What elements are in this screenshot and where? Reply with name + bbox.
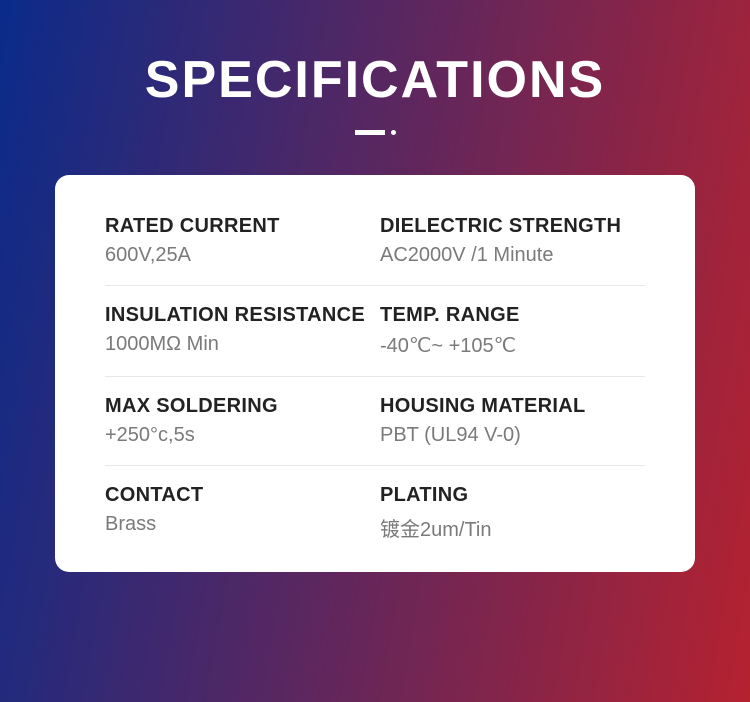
spec-value: PBT (UL94 V-0) bbox=[380, 424, 645, 447]
spec-card: RATED CURRENT 600V,25A DIELECTRIC STRENG… bbox=[55, 175, 695, 572]
spec-label: RATED CURRENT bbox=[105, 215, 370, 238]
title-divider bbox=[355, 130, 396, 135]
spec-label: DIELECTRIC STRENGTH bbox=[380, 215, 645, 238]
spec-cell: PLATING 镀金2um/Tin bbox=[370, 484, 645, 542]
spec-cell: HOUSING MATERIAL PBT (UL94 V-0) bbox=[370, 395, 645, 447]
spec-row: INSULATION RESISTANCE 1000MΩ Min TEMP. R… bbox=[105, 304, 645, 377]
spec-label: CONTACT bbox=[105, 484, 370, 507]
spec-value: 1000MΩ Min bbox=[105, 333, 370, 356]
spec-value: 600V,25A bbox=[105, 244, 370, 267]
spec-cell: MAX SOLDERING +250°c,5s bbox=[105, 395, 370, 447]
spec-label: PLATING bbox=[380, 484, 645, 507]
spec-cell: INSULATION RESISTANCE 1000MΩ Min bbox=[105, 304, 370, 358]
spec-value: -40℃~ +105℃ bbox=[380, 333, 645, 358]
spec-label: MAX SOLDERING bbox=[105, 395, 370, 418]
spec-value: AC2000V /1 Minute bbox=[380, 244, 645, 267]
spec-cell: DIELECTRIC STRENGTH AC2000V /1 Minute bbox=[370, 215, 645, 267]
spec-cell: RATED CURRENT 600V,25A bbox=[105, 215, 370, 267]
spec-row: CONTACT Brass PLATING 镀金2um/Tin bbox=[105, 484, 645, 542]
spec-cell: CONTACT Brass bbox=[105, 484, 370, 542]
spec-label: INSULATION RESISTANCE bbox=[105, 304, 370, 327]
divider-bar-icon bbox=[355, 130, 385, 135]
divider-dot-icon bbox=[391, 130, 396, 135]
spec-row: RATED CURRENT 600V,25A DIELECTRIC STRENG… bbox=[105, 215, 645, 286]
spec-value: +250°c,5s bbox=[105, 424, 370, 447]
spec-label: TEMP. RANGE bbox=[380, 304, 645, 327]
spec-cell: TEMP. RANGE -40℃~ +105℃ bbox=[370, 304, 645, 358]
spec-value: 镀金2um/Tin bbox=[380, 513, 645, 542]
spec-value: Brass bbox=[105, 513, 370, 536]
page-container: SPECIFICATIONS RATED CURRENT 600V,25A DI… bbox=[0, 0, 750, 702]
spec-label: HOUSING MATERIAL bbox=[380, 395, 645, 418]
page-title: SPECIFICATIONS bbox=[145, 50, 605, 110]
spec-row: MAX SOLDERING +250°c,5s HOUSING MATERIAL… bbox=[105, 395, 645, 466]
